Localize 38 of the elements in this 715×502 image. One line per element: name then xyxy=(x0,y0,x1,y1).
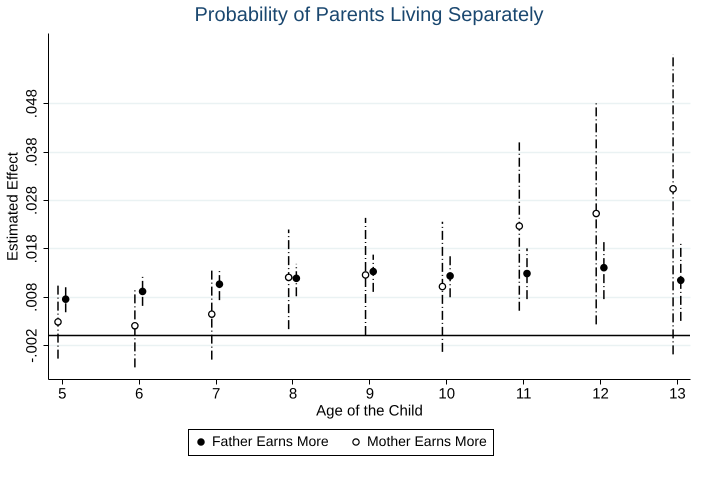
point xyxy=(438,282,446,290)
x-tick-label: 13 xyxy=(669,386,686,402)
chart-title: Probability of Parents Living Separately xyxy=(194,4,544,26)
point xyxy=(54,318,62,326)
x-axis-title: Age of the Child xyxy=(316,402,423,420)
point xyxy=(669,185,677,193)
point xyxy=(369,268,378,276)
point xyxy=(516,222,524,230)
y-tick-label: .028 xyxy=(24,186,40,216)
point xyxy=(600,264,608,272)
x-tick-label: 7 xyxy=(212,386,220,402)
x-tick-label: 10 xyxy=(438,386,456,402)
y-tick-label: .008 xyxy=(24,282,40,312)
x-tick-label: 5 xyxy=(58,386,67,402)
point xyxy=(676,276,685,284)
x-tick-label: 12 xyxy=(592,386,609,402)
point xyxy=(131,322,139,330)
point xyxy=(208,310,216,318)
point xyxy=(284,274,292,282)
x-tick-label: 8 xyxy=(288,386,298,402)
x-tick-label: 11 xyxy=(516,386,532,402)
y-tick-label: .048 xyxy=(24,89,40,118)
point xyxy=(592,210,600,218)
y-tick-label: .018 xyxy=(24,234,40,264)
y-tick-label: -.002 xyxy=(24,328,40,363)
x-tick-label: 9 xyxy=(366,386,374,402)
point xyxy=(62,295,70,303)
point xyxy=(292,274,300,282)
x-tick-label: 6 xyxy=(135,386,144,402)
legend-label: Mother Earns More xyxy=(367,433,488,449)
legend-label: Father Earns More xyxy=(212,433,329,449)
y-tick-label: .038 xyxy=(24,137,40,167)
point xyxy=(523,270,531,278)
point xyxy=(446,272,454,280)
y-axis-title: Estimated Effect xyxy=(4,151,22,261)
point xyxy=(138,288,146,296)
point xyxy=(362,271,370,279)
point xyxy=(216,280,224,288)
